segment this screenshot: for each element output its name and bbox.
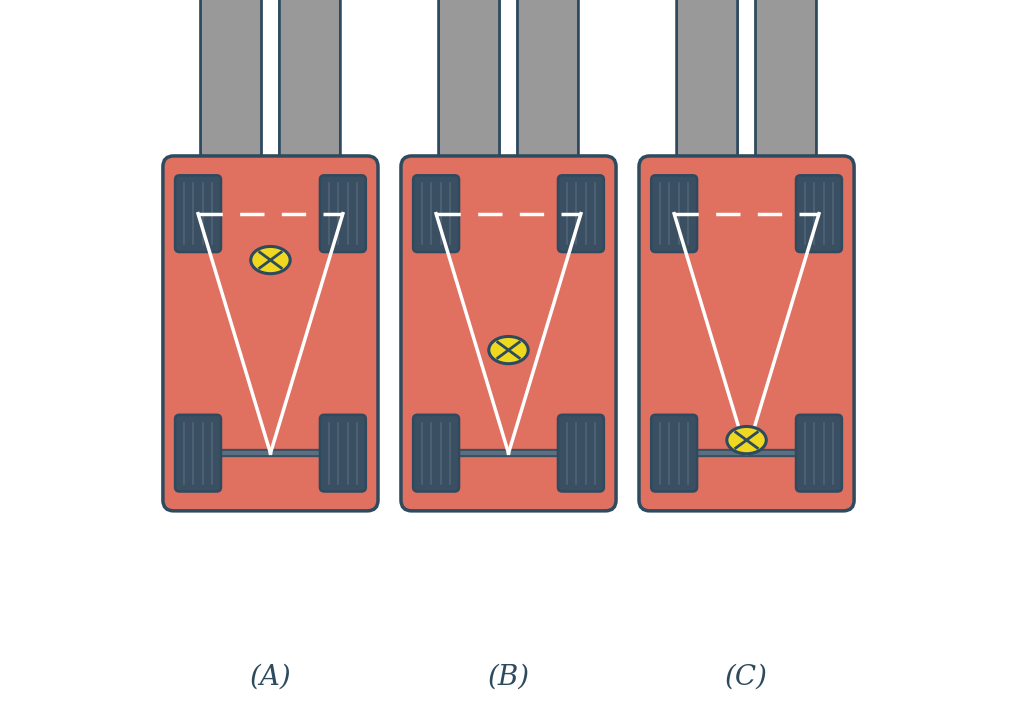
FancyBboxPatch shape: [280, 0, 341, 188]
FancyBboxPatch shape: [175, 414, 221, 492]
FancyBboxPatch shape: [756, 0, 817, 188]
FancyBboxPatch shape: [438, 0, 499, 188]
FancyBboxPatch shape: [558, 175, 604, 252]
FancyBboxPatch shape: [320, 414, 366, 492]
FancyBboxPatch shape: [676, 0, 737, 188]
FancyBboxPatch shape: [163, 156, 378, 511]
FancyBboxPatch shape: [518, 0, 579, 188]
FancyBboxPatch shape: [413, 175, 459, 252]
Ellipse shape: [251, 247, 290, 274]
Text: (B): (B): [487, 664, 530, 691]
FancyBboxPatch shape: [320, 175, 366, 252]
Text: (A): (A): [249, 664, 291, 691]
FancyBboxPatch shape: [651, 414, 697, 492]
Ellipse shape: [727, 427, 766, 454]
FancyBboxPatch shape: [401, 156, 616, 511]
FancyBboxPatch shape: [796, 175, 842, 252]
FancyBboxPatch shape: [558, 414, 604, 492]
FancyBboxPatch shape: [639, 156, 854, 511]
FancyBboxPatch shape: [796, 414, 842, 492]
FancyBboxPatch shape: [200, 0, 261, 188]
FancyBboxPatch shape: [651, 175, 697, 252]
Text: (C): (C): [725, 664, 768, 691]
Ellipse shape: [489, 336, 528, 364]
FancyBboxPatch shape: [413, 414, 459, 492]
FancyBboxPatch shape: [175, 175, 221, 252]
